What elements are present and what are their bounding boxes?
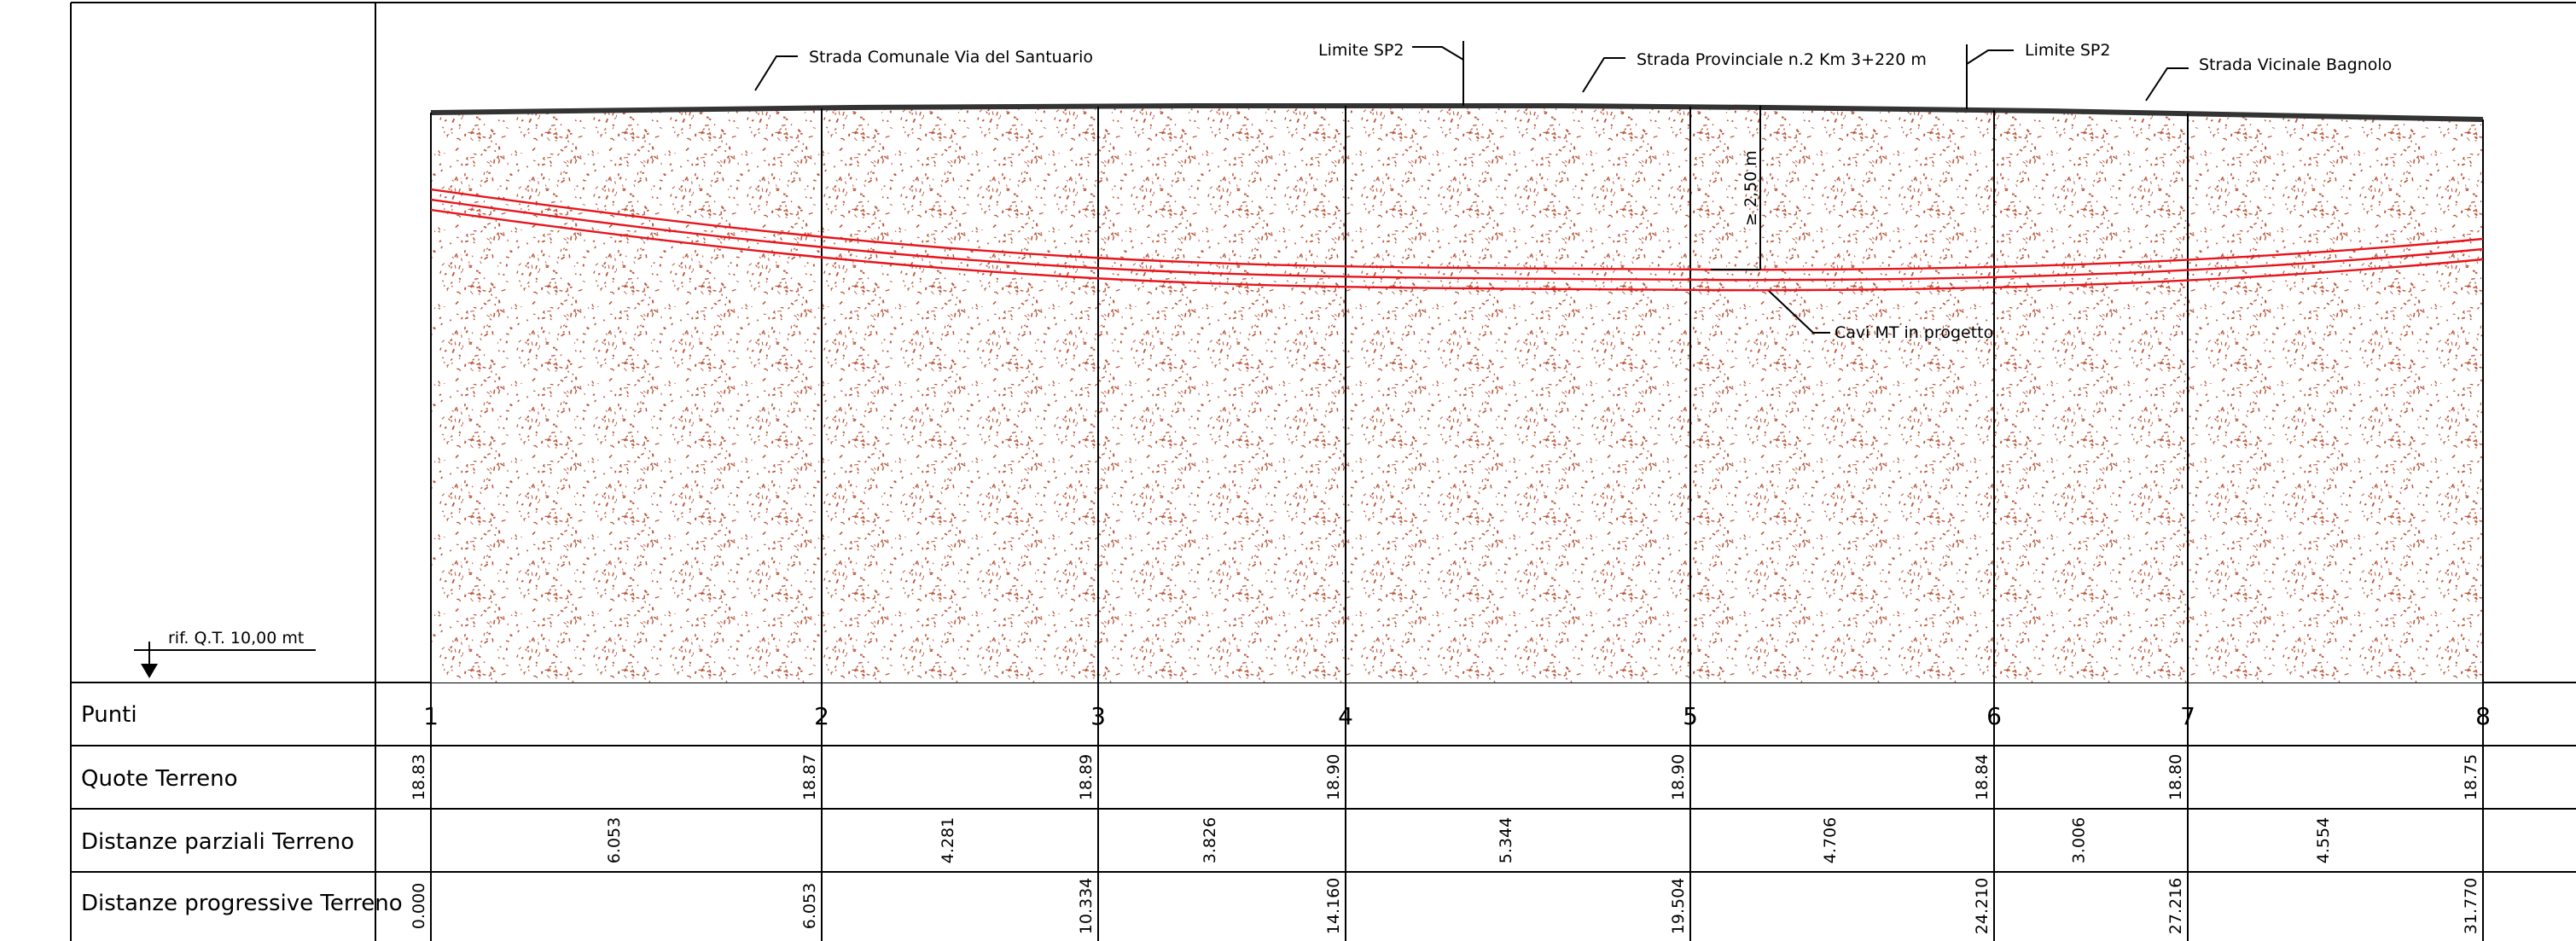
depth-dimension <box>1711 106 1761 270</box>
partial-distance-value: 5.344 <box>1497 817 1515 863</box>
annotation-leaders <box>754 55 2189 334</box>
progressive-distance-value: 19.504 <box>1669 878 1688 934</box>
partial-distance-value: 4.706 <box>1821 817 1840 863</box>
partial-distance-value: 4.554 <box>2314 817 2333 863</box>
limit-sp2-right-label: Limite SP2 <box>2025 41 2110 60</box>
quote-value: 18.75 <box>2462 754 2480 800</box>
point-label: 8 <box>2475 702 2491 730</box>
limit-posts <box>1412 41 2014 109</box>
quote-value: 18.83 <box>410 754 428 800</box>
partial-distance-value: 3.006 <box>2070 817 2089 863</box>
road-vicinale-label: Strada Vicinale Bagnolo <box>2199 55 2392 74</box>
progressive-distance-value: 6.053 <box>800 883 819 929</box>
partial-distance-value: 3.826 <box>1201 817 1219 863</box>
table-values: 1 2 3 4 5 6 7 8 18.83 18.87 18.89 18.90 18.90 18.84 18… <box>410 702 2491 934</box>
partial-distance-value: 6.053 <box>605 817 624 863</box>
row-label-punti: Punti <box>81 702 137 728</box>
road-provinciale-label: Strada Provinciale n.2 Km 3+220 m <box>1637 50 1927 69</box>
quote-value: 18.80 <box>2166 754 2185 800</box>
row-label-progressive: Distanze progressive Terreno <box>81 891 403 916</box>
row-label-parziali: Distanze parziali Terreno <box>81 829 354 855</box>
progressive-distance-value: 14.160 <box>1324 878 1343 934</box>
soil-body <box>431 106 2483 683</box>
limit-sp2-left-label: Limite SP2 <box>1318 41 1404 60</box>
progressive-distance-value: 24.210 <box>1973 878 1992 934</box>
mt-cables <box>430 188 2484 292</box>
point-label: 2 <box>814 702 829 730</box>
progressive-distance-value: 27.216 <box>2166 878 2185 934</box>
quote-value: 18.89 <box>1077 754 1096 800</box>
point-label: 7 <box>2180 702 2195 730</box>
point-label: 1 <box>423 702 439 730</box>
reference-level-label: rif. Q.T. 10,00 mt <box>168 629 304 648</box>
progressive-distance-value: 0.000 <box>410 883 428 929</box>
road-comunale-label: Strada Comunale Via del Santuario <box>809 48 1093 67</box>
reference-level-symbol <box>134 642 316 678</box>
row-label-quote: Quote Terreno <box>81 766 238 792</box>
depth-label: ≥ 2,50 m <box>1742 150 1760 226</box>
section-lines <box>430 106 2484 941</box>
point-label: 5 <box>1683 702 1698 730</box>
progressive-distance-value: 10.334 <box>1077 878 1096 934</box>
point-label: 4 <box>1338 702 1353 730</box>
quote-value: 18.84 <box>1973 754 1992 800</box>
cables-label: Cavi MT in progetto <box>1835 323 1993 342</box>
quote-value: 18.87 <box>800 754 819 800</box>
partial-distance-value: 4.281 <box>939 817 957 863</box>
ground-surface-line <box>430 103 2484 122</box>
point-label: 6 <box>1986 702 2002 730</box>
quote-value: 18.90 <box>1324 754 1343 800</box>
progressive-distance-value: 31.770 <box>2462 878 2480 934</box>
quote-value: 18.90 <box>1669 754 1688 800</box>
point-label: 3 <box>1090 702 1106 730</box>
